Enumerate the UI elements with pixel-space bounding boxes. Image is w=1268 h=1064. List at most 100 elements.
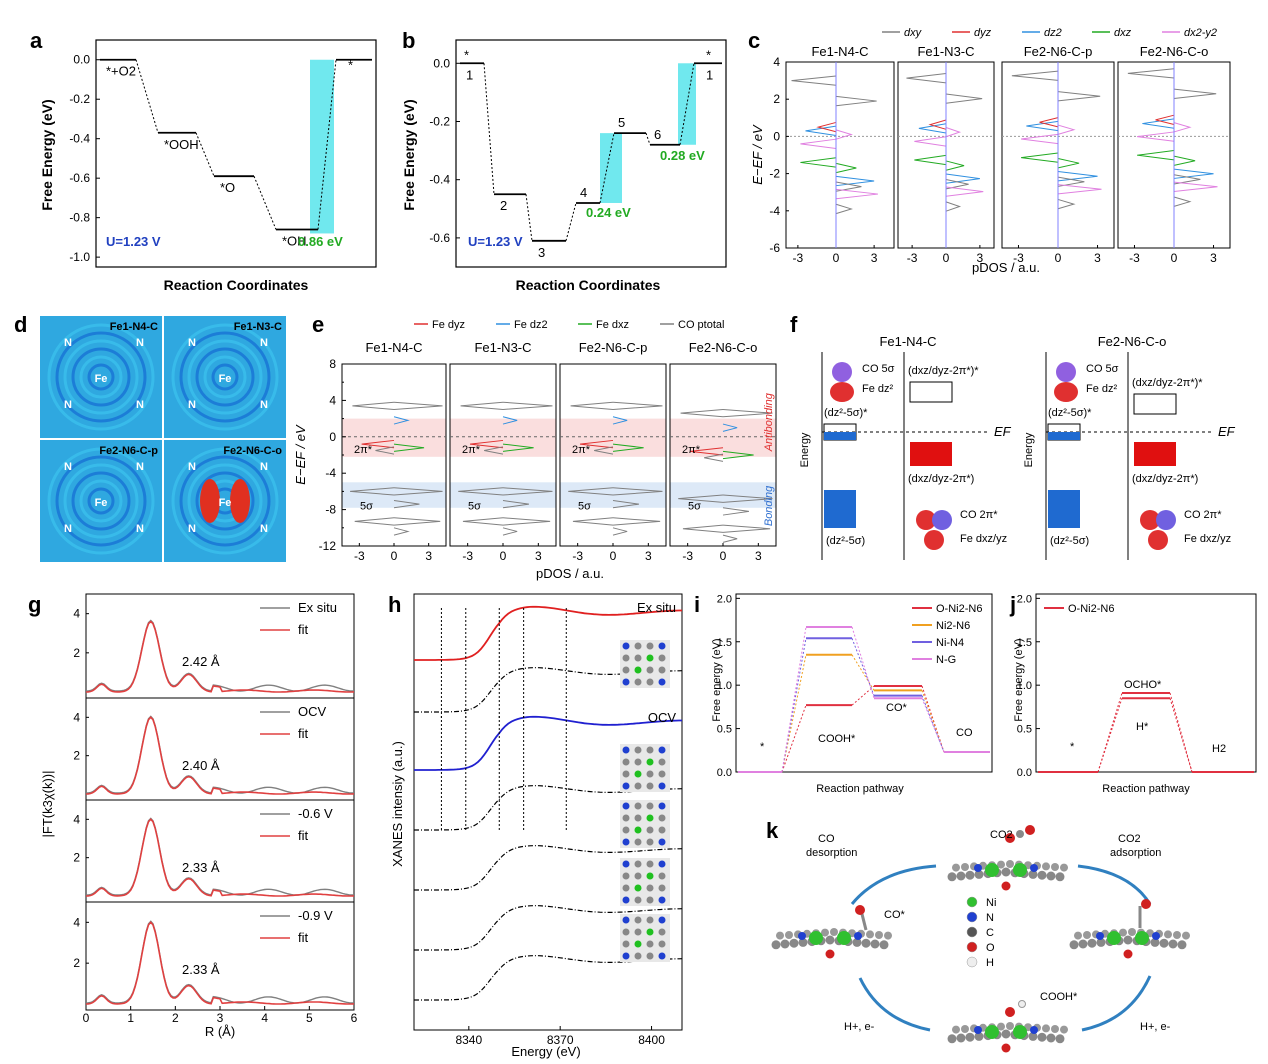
panel-i-connector: [851, 638, 875, 696]
panel-d-ring: [79, 355, 123, 399]
panel-e-ytick-label: -8: [325, 503, 336, 517]
panel-a-frame: [95, 39, 377, 268]
panel-e-ytick-label: -4: [325, 466, 336, 480]
panel-g-xtick-label: 4: [261, 1011, 268, 1025]
panel-e-dos-peak: [722, 409, 773, 418]
panel-k-carbon-atom: [1074, 931, 1082, 940]
panel-h-atom: [634, 770, 642, 778]
panel-k-carbon-atom: [1055, 872, 1065, 882]
panel-k-carbon-atom: [861, 938, 871, 948]
panel-g-ytick-label: 2: [73, 851, 80, 865]
panel-d-ring: [79, 479, 123, 523]
panel-e-xtick-label: 0: [391, 549, 398, 563]
panel-c-dos-peak: [1137, 150, 1175, 161]
panel-h-atom: [658, 872, 666, 880]
panel-k-carbon-atom: [1037, 1032, 1047, 1042]
panel-e-dos-peak: [458, 487, 504, 496]
panel-h-atom: [646, 746, 654, 754]
panel-j-xlabel: Reaction pathway: [1102, 783, 1190, 795]
panel-g-legend-label: fit: [298, 828, 309, 843]
panel-g-distance: 2.33 Å: [182, 860, 220, 875]
panel-e-subplot-title: Fe1-N4-C: [365, 340, 422, 355]
panel-h-atom: [658, 952, 666, 960]
panel-h-atom: [634, 896, 642, 904]
panel-k-carbon-atom: [866, 930, 874, 939]
panel-d-n-label: N: [260, 523, 268, 535]
panel-k-n-atom: [1152, 932, 1160, 940]
panel-f-dz5s-star-label: (dz²-5σ)*: [1048, 407, 1092, 419]
panel-k-molecule: [947, 1022, 1068, 1053]
panel-d-ring: [211, 363, 239, 391]
panel-k-carbon-atom: [1168, 939, 1178, 949]
panel-g-distance: 2.42 Å: [182, 654, 220, 669]
panel-d-n-label: N: [260, 337, 268, 349]
panel-d-n-label: N: [64, 523, 72, 535]
panel-k-carbon-atom: [1159, 938, 1169, 948]
panel-c-dos-peak: [945, 126, 962, 138]
panel-c-xtick-label: 0: [1055, 251, 1062, 265]
panel-g-legend-label: fit: [298, 930, 309, 945]
panel-k-n-atom: [974, 864, 982, 872]
panel-k-carbon-atom: [1028, 869, 1038, 879]
panel-j-connector: [1169, 698, 1193, 773]
panel-b-star2: *: [706, 47, 711, 62]
panel-e-dos-peak: [568, 487, 614, 496]
panel-c-plot: Fe1-N4-C -3 0 3 4 2 0 -2 -4 -6 Fe1-N3-C -3 0 3 Fe2-N6-…: [769, 44, 1231, 265]
panel-h-atom: [622, 916, 630, 924]
panel-k-carbon-atom: [771, 940, 781, 950]
panel-h-atom: [658, 814, 666, 822]
panel-a-ytick-label: -0.4: [69, 132, 90, 146]
panel-d-ring: [195, 347, 255, 407]
panel-e-dos-peak: [722, 507, 749, 516]
panel-k-arrow-desorption: [850, 864, 937, 905]
panel-c-legend-label: dxz: [1114, 27, 1132, 39]
panel-d-ring: [71, 471, 131, 531]
panel-h-ocv-curve: [414, 715, 682, 771]
panel-d-ring: [187, 339, 263, 415]
panel-j-state-label: H*: [1136, 721, 1149, 733]
panel-e-dos-peak: [361, 439, 395, 449]
panel-h-atom: [658, 782, 666, 790]
panel-a-xlabel: Reaction Coordinates: [164, 277, 309, 293]
panel-g-fit-curve: [85, 716, 355, 795]
panel-f-fedxz-label: Fe dxz/yz: [1184, 533, 1231, 545]
panel-e-dos-peak: [469, 439, 504, 449]
panel-h-exsitu-curve: [414, 605, 682, 661]
panel-k-legend-swatch: [966, 926, 978, 938]
panel-h-atom: [658, 770, 666, 778]
panel-f-fedxz-orbital: [924, 530, 944, 550]
panel-e-legend-label: Fe dz2: [514, 319, 548, 331]
panel-f-ef-label: EF: [1218, 424, 1236, 439]
panel-c-xtick-label: 3: [1210, 251, 1217, 265]
panel-i-connector: [781, 704, 807, 773]
panel-f-dz5s-label: (dz²-5σ): [826, 535, 865, 547]
panel-d-ring: [179, 331, 271, 423]
panel-h-atom: [622, 642, 630, 650]
panel-e-dos-peak: [680, 409, 724, 418]
panel-k-carbon-atom: [974, 869, 984, 879]
panel-c-ytick-label: 2: [773, 92, 780, 106]
panel-f-co2pi-orbital: [1140, 510, 1160, 530]
panel-c-dos-peak: [1173, 181, 1218, 192]
panel-h-calc-curve: [414, 845, 683, 891]
panel-f-dxz-star-label: (dxz/dyz-2π*)*: [1132, 377, 1203, 389]
panel-h-atom: [646, 770, 654, 778]
panel-c-dos-peak: [1011, 70, 1059, 81]
panel-a: Free Energy (eV) Reaction Coordinates 0.…: [39, 39, 377, 293]
panel-j: Free energy (eV) Reaction pathway 0.0 0.5…: [1013, 593, 1257, 795]
panel-j-ytick-label: 1.0: [1017, 680, 1032, 692]
panel-g-legend-label: -0.9 V: [298, 908, 333, 923]
panel-c-dos-peak: [1057, 124, 1076, 135]
panel-k-ni-atom: [985, 863, 999, 877]
panel-k-molecule: [947, 860, 1068, 891]
panel-b-barrier2: 0.28 eV: [660, 148, 705, 163]
panel-c-legend-label: dyz: [974, 27, 992, 39]
panel-k-co2-label: CO2: [990, 829, 1013, 841]
panel-k-carbon-atom: [1001, 1029, 1011, 1039]
panel-b-ytick-label: -0.6: [429, 231, 450, 245]
panel-i-ytick-label: 0.5: [717, 724, 732, 736]
panel-c-dos-peak: [1155, 114, 1175, 125]
panel-f-dz5s-label: (dz²-5σ): [1050, 535, 1089, 547]
panel-k-carbon-atom: [1006, 860, 1014, 868]
